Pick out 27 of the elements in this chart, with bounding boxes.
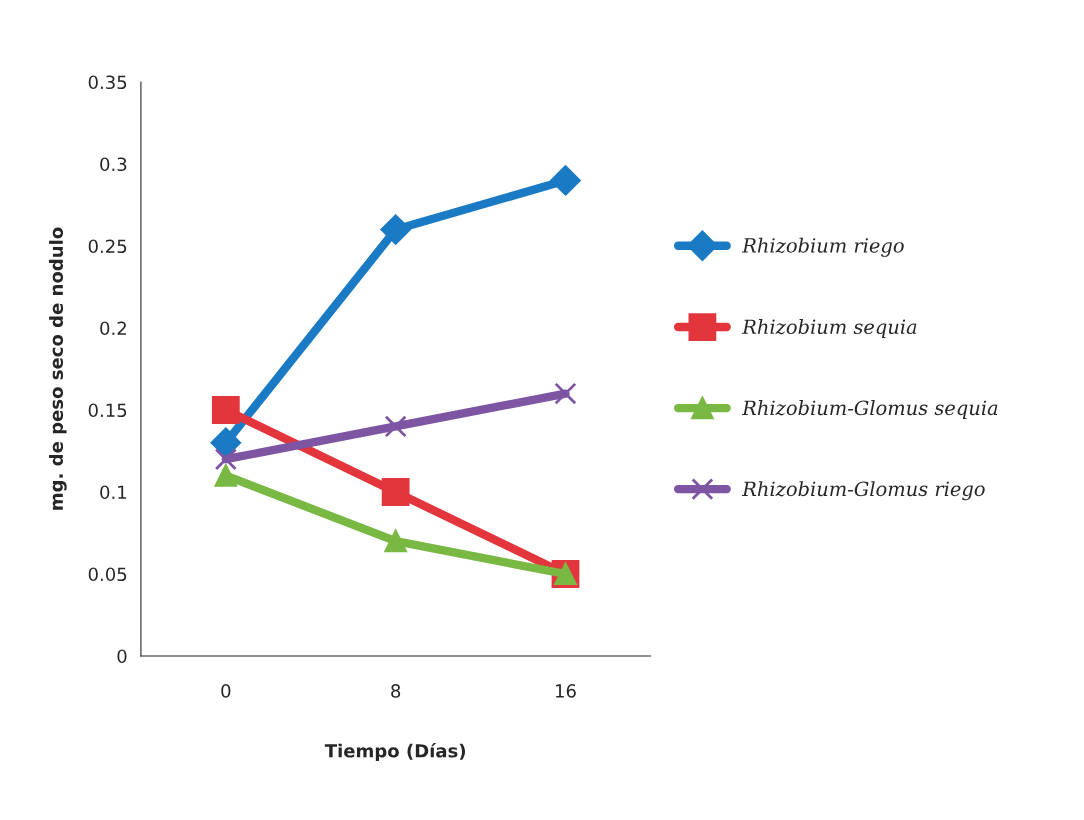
point bbox=[214, 464, 237, 487]
point bbox=[384, 415, 407, 438]
point bbox=[381, 478, 410, 506]
y-tick-label: 0.05 bbox=[88, 567, 127, 582]
x-tick-label: 16 bbox=[555, 684, 576, 698]
y-tick-label: 0.1 bbox=[100, 485, 127, 500]
legend-label: Rhizobium sequia bbox=[741, 319, 917, 338]
point bbox=[550, 165, 581, 196]
y-tick-label: 0.15 bbox=[88, 403, 127, 418]
point bbox=[384, 530, 407, 553]
point bbox=[211, 396, 240, 424]
point bbox=[210, 427, 241, 458]
legend-label: Rhizobium-Glomus riego bbox=[741, 481, 985, 501]
y-tick-label: 0 bbox=[117, 649, 127, 664]
y-tick-label: 0.3 bbox=[100, 157, 127, 172]
point bbox=[214, 448, 237, 471]
x-tick-label: 8 bbox=[391, 684, 401, 698]
y-tick-label: 0.35 bbox=[88, 75, 127, 90]
x-tick-label: 0 bbox=[221, 684, 231, 698]
y-axis-title: mg. de peso seco de nodulo bbox=[49, 227, 67, 510]
x-axis-title: Tiempo (Días) bbox=[324, 742, 465, 762]
point bbox=[380, 214, 411, 245]
y-tick-label: 0.2 bbox=[100, 321, 126, 336]
point bbox=[554, 382, 577, 405]
legend-label: Rhizobium-Glomus sequia bbox=[741, 400, 998, 419]
legend-label: Rhizobium riego bbox=[741, 237, 904, 257]
y-tick-label: 0.25 bbox=[88, 239, 127, 254]
